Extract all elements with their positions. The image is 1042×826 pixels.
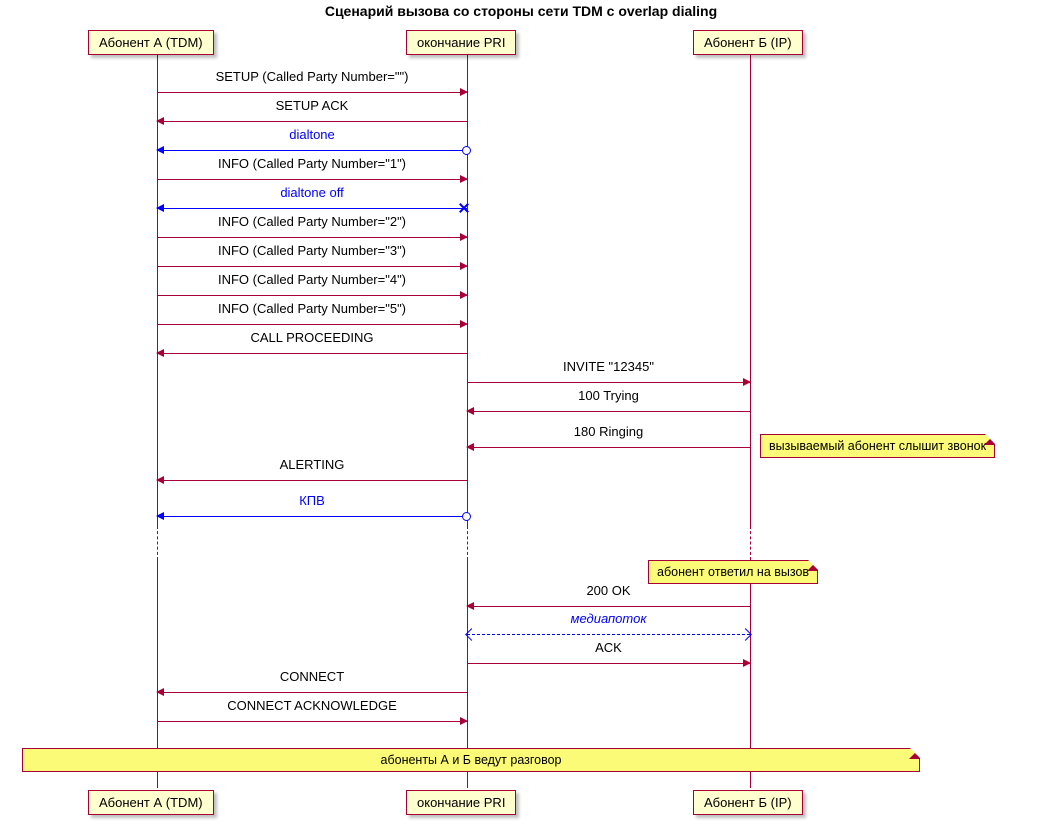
note-ringing: вызываемый абонент слышит звонок [760,434,995,458]
msg-label: INFO (Called Party Number="5") [157,301,467,316]
lifeline-a-gap [157,526,158,560]
msg-label: INFO (Called Party Number="2") [157,214,467,229]
msg-label: 100 Trying [467,388,750,403]
msg-label: INFO (Called Party Number="3") [157,243,467,258]
msg-label: ALERTING [157,457,467,472]
msg-label: 200 OK [467,583,750,598]
msg-label: КПВ [157,493,467,508]
msg-label: SETUP ACK [157,98,467,113]
msg-label: dialtone [157,127,467,142]
lifeline-b-gap [750,526,751,560]
participant-pri-bottom: окончание PRI [406,790,516,815]
participant-b-top: Абонент Б (IP) [693,30,803,55]
lifeline-pri [467,52,468,526]
msg-label: INFO (Called Party Number="4") [157,272,467,287]
msg-label: медиапоток [467,611,750,626]
lifeline-b [750,52,751,526]
msg-label: 180 Ringing [467,424,750,439]
msg-label: SETUP (Called Party Number="") [157,69,467,84]
msg-label: INFO (Called Party Number="1") [157,156,467,171]
participant-pri-top: окончание PRI [406,30,516,55]
participant-a-top: Абонент А (TDM) [88,30,214,55]
msg-label: CONNECT ACKNOWLEDGE [157,698,467,713]
diagram-title: Сценарий вызова со стороны сети TDM с ov… [0,3,1042,19]
msg-label: ACK [467,640,750,655]
participant-b-bottom: Абонент Б (IP) [693,790,803,815]
sequence-diagram: Сценарий вызова со стороны сети TDM с ov… [0,0,1042,826]
participant-a-bottom: Абонент А (TDM) [88,790,214,815]
lifeline-pri-gap [467,526,468,560]
note-conversation: абоненты А и Б ведут разговор [22,748,920,772]
msg-label: CALL PROCEEDING [157,330,467,345]
msg-label: dialtone off [157,185,467,200]
note-answered: абонент ответил на вызов [648,560,818,584]
msg-label: INVITE "12345" [467,359,750,374]
msg-label: CONNECT [157,669,467,684]
